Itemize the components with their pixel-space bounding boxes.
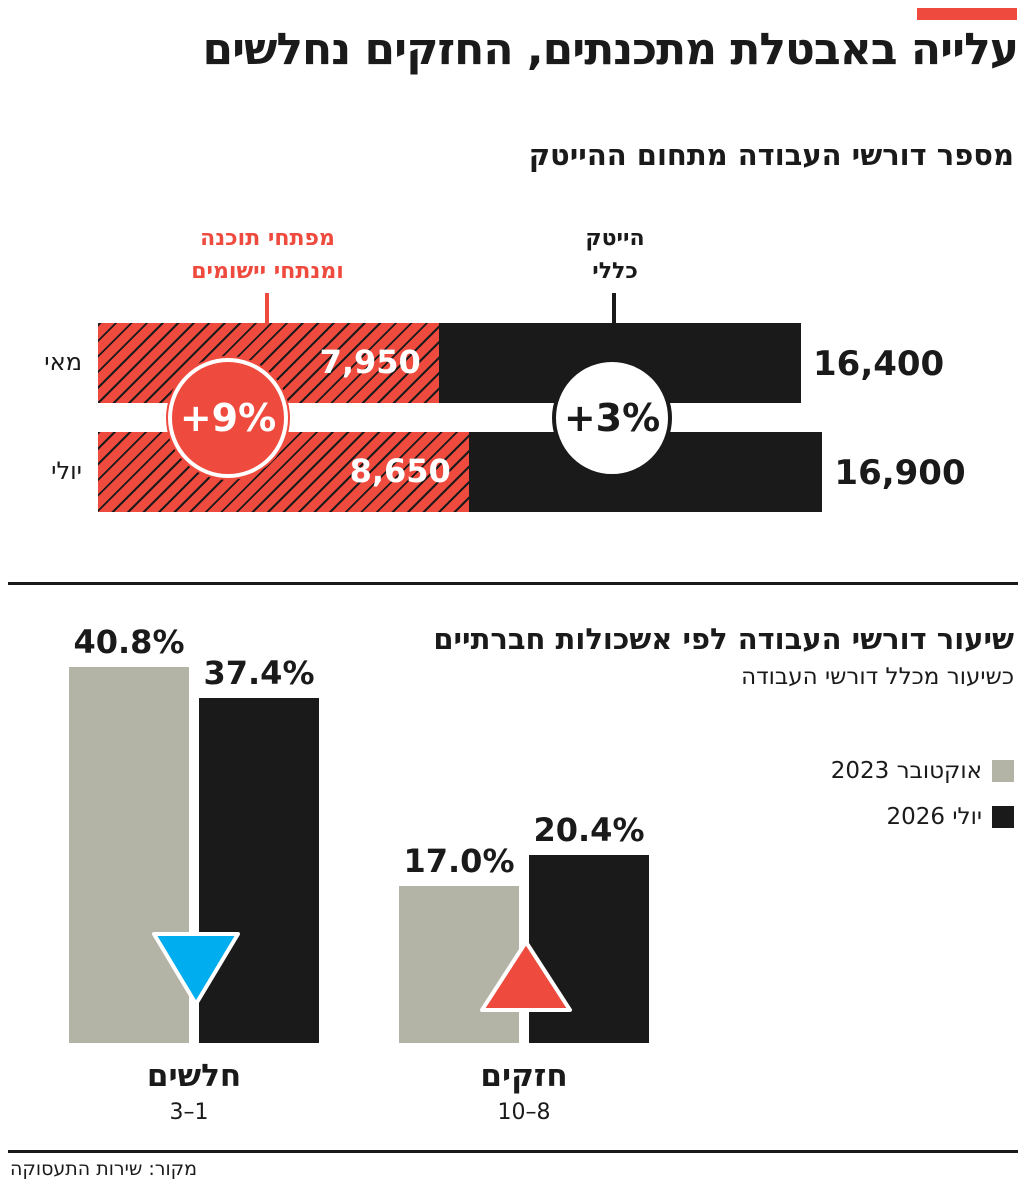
devs-column-header: מפתחי תוכנה ומנתחי יישומים [150,222,385,288]
bar-value-label: 20.4% [533,811,645,849]
bar-value-label: 40.8% [73,623,185,661]
devs-bar [98,432,469,512]
devs-header-line1: מפתחי תוכנה [200,226,335,251]
bar-jul-2026 [199,698,319,1043]
legend-label-jul-2026: יולי 2026 [886,804,982,830]
legend-label-oct-2023: אוקטובר 2023 [830,758,982,784]
bar-oct-2023 [69,667,189,1043]
legend-swatch-gray [992,760,1014,782]
legend-swatch-black [992,806,1014,828]
legend-item-oct-2023: אוקטובר 2023 [831,758,1014,784]
group-name-label: חלשים [146,1058,242,1094]
hightech-change-circle: +3% [552,358,672,478]
devs-header-line2: ומנתחי יישומים [191,259,344,284]
month-label: מאי [44,348,82,376]
hightech-header-line2: כללי [592,259,638,284]
hightech-value-label: 16,900 [834,453,966,493]
hightech-value-label: 16,400 [813,344,945,384]
hightech-change-label: +3% [563,396,661,440]
source-note: מקור: שירות התעסוקה [10,1158,198,1180]
down-arrow-icon [152,932,240,1006]
devs-value-label: 8,650 [349,452,451,490]
page-title: עלייה באבטלת מתכנתים, החזקים נחלשים [202,24,1019,75]
devs-change-label: +9% [179,396,277,440]
group-range-strong: 10–8 [497,1100,551,1125]
bar-value-label: 17.0% [403,842,515,881]
hightech-column-header: הייטק כללי [530,222,700,288]
accent-bar [917,8,1017,20]
devs-change-circle: +9% [168,358,288,478]
devs-bar [98,323,439,403]
devs-tick [265,293,269,323]
section2-subtitle: שיעור דורשי העבודה לפי אשכולות חברתיים [433,622,1014,656]
footer-divider [8,1150,1018,1153]
section-divider [8,582,1018,585]
devs-value-label: 7,950 [319,343,421,381]
hightech-header-line1: הייטק [585,226,645,251]
bar-value-label: 37.4% [203,654,315,693]
group-name-label: חזקים [480,1058,568,1094]
hightech-tick [612,293,616,323]
month-label: יולי [51,457,82,485]
legend-item-jul-2026: יולי 2026 [831,804,1014,830]
section1-subtitle: מספר דורשי העבודה מתחום ההייטק [528,138,1014,172]
group-range-weak: 3–1 [169,1100,209,1125]
up-arrow-icon [480,940,572,1012]
bar-oct-2023 [399,886,519,1043]
legend: אוקטובר 2023 יולי 2026 [831,758,1014,830]
section2-subtitle2: כשיעור מכלל דורשי העבודה [741,664,1014,690]
